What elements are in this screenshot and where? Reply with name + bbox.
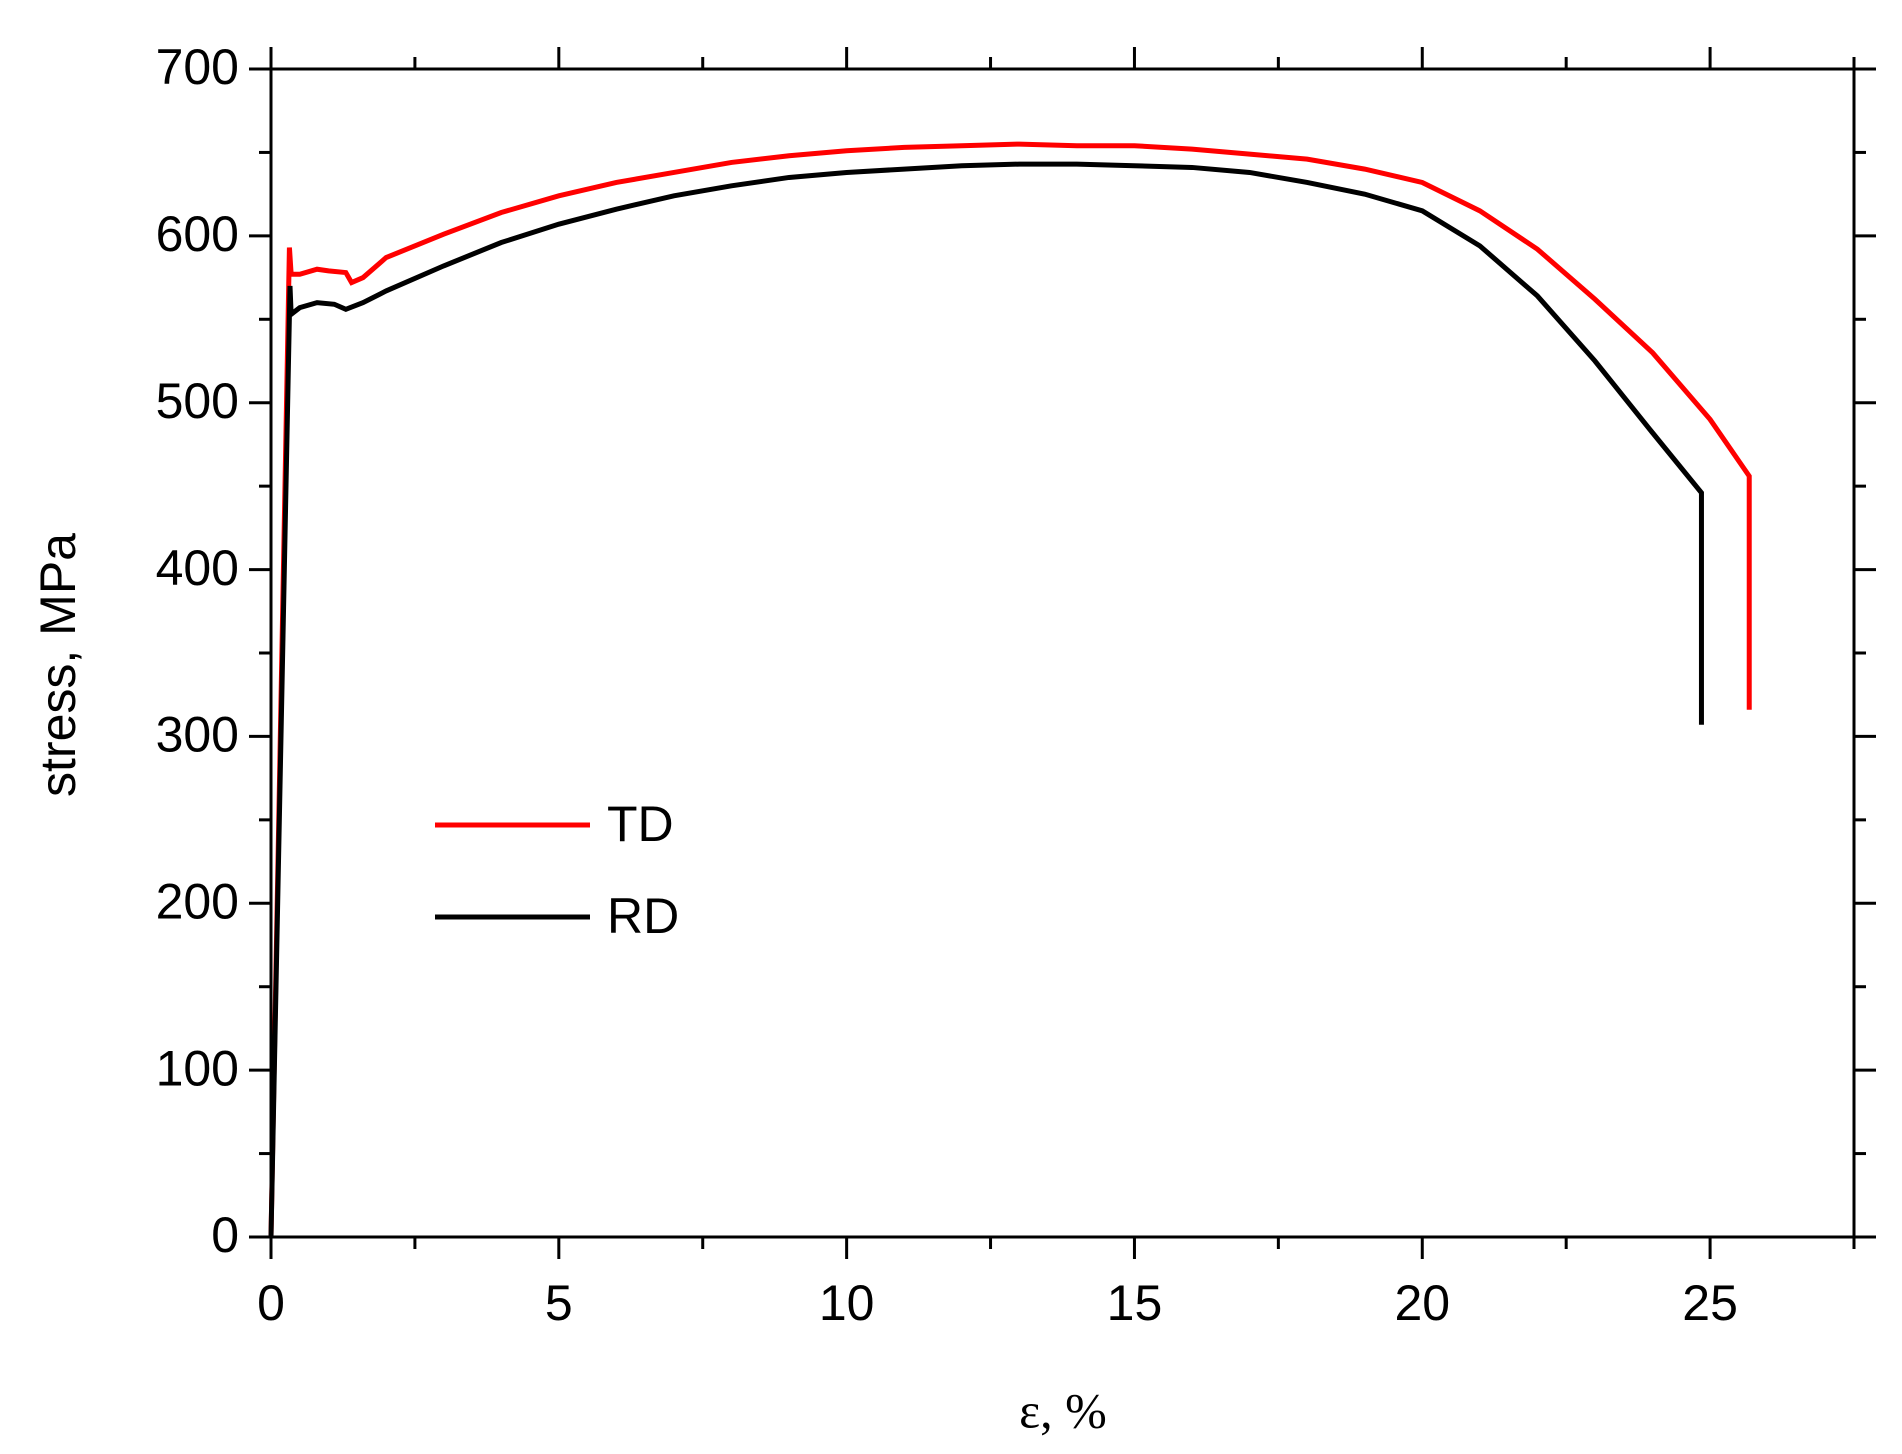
x-tick-label: 10 bbox=[819, 1275, 875, 1331]
y-tick-label: 100 bbox=[156, 1040, 239, 1096]
y-tick-label: 700 bbox=[156, 39, 239, 95]
x-tick-label: 5 bbox=[545, 1275, 573, 1331]
x-axis-label: ε, % bbox=[1019, 1382, 1107, 1438]
x-tick-label: 25 bbox=[1682, 1275, 1738, 1331]
x-tick-label: 0 bbox=[257, 1275, 285, 1331]
series-line bbox=[268, 161, 1704, 1238]
y-tick-label: 200 bbox=[156, 873, 239, 929]
plot-frame bbox=[269, 67, 1856, 1239]
y-tick-label: 500 bbox=[156, 373, 239, 429]
x-tick-label: 20 bbox=[1394, 1275, 1450, 1331]
y-tick-label: 300 bbox=[156, 707, 239, 763]
legend-label: TD bbox=[607, 796, 674, 852]
x-tick-label: 15 bbox=[1107, 1275, 1163, 1331]
series-line bbox=[268, 141, 1752, 1238]
y-tick-label: 0 bbox=[211, 1207, 239, 1263]
y-tick-label: 400 bbox=[156, 540, 239, 596]
y-tick-label: 600 bbox=[156, 206, 239, 262]
y-axis-label: stress, MPa bbox=[30, 533, 86, 797]
legend-label: RD bbox=[607, 888, 679, 944]
